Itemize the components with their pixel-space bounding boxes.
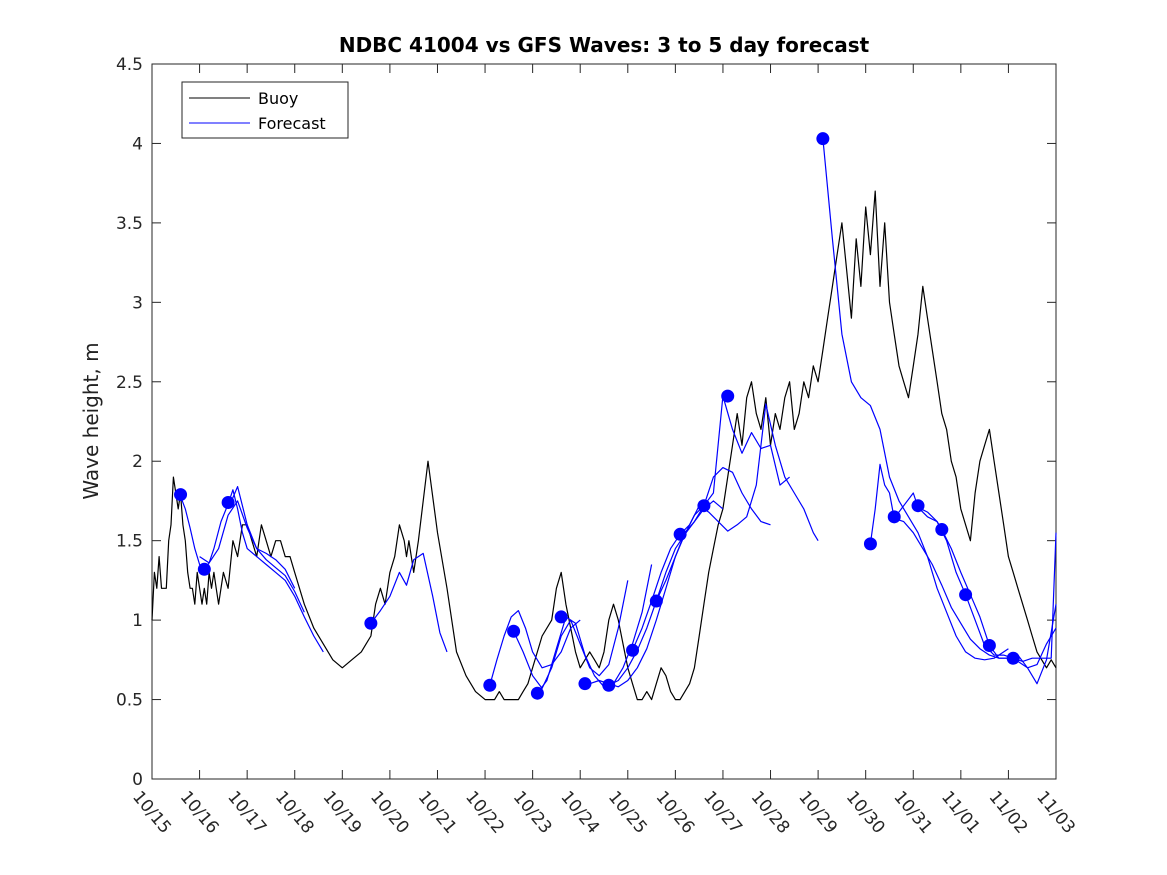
legend-buoy-label: Buoy <box>258 89 298 108</box>
x-tick-label: 10/17 <box>223 787 270 837</box>
forecast-marker <box>197 562 211 576</box>
forecast-marker <box>174 488 188 502</box>
y-tick-label: 0 <box>132 770 143 790</box>
forecast-marker <box>959 588 973 602</box>
forecast-marker <box>221 496 235 510</box>
forecast-marker <box>649 594 663 608</box>
forecast-marker <box>816 132 830 146</box>
forecast-line-2 <box>199 500 296 589</box>
x-tick-label: 10/20 <box>366 787 413 837</box>
forecast-marker <box>1006 651 1020 665</box>
x-tick-label: 10/21 <box>414 787 461 837</box>
forecast-line-10 <box>631 403 819 651</box>
x-tick-label: 10/30 <box>842 787 889 837</box>
x-tick-label: 10/18 <box>271 787 318 837</box>
forecast-marker <box>602 678 616 692</box>
forecast-line-4 <box>370 552 448 653</box>
y-tick-label: 3 <box>132 293 143 313</box>
x-tick-label: 10/19 <box>318 787 365 837</box>
y-tick-label: 1 <box>132 611 143 631</box>
y-tick-label: 4.5 <box>116 55 143 75</box>
legend-forecast-label: Forecast <box>258 114 326 133</box>
forecast-marker <box>887 510 901 524</box>
x-tick-label: 10/28 <box>747 787 794 837</box>
forecast-marker <box>721 389 735 403</box>
forecast-marker <box>554 610 568 624</box>
forecast-marker <box>982 639 996 653</box>
forecast-line-13 <box>869 463 1057 685</box>
y-tick-label: 0.5 <box>116 691 143 711</box>
y-tick-label: 2.5 <box>116 373 143 393</box>
forecast-marker <box>530 686 544 700</box>
y-axis-label: Wave height, m <box>79 342 103 499</box>
x-tick-label: 10/25 <box>604 787 651 837</box>
legend: Buoy Forecast <box>181 81 349 139</box>
buoy-line <box>151 190 1057 701</box>
x-tick-label: 10/23 <box>509 787 556 837</box>
x-tick-label: 10/27 <box>699 787 746 837</box>
y-tick-label: 2 <box>132 452 143 472</box>
plot-area: 0 0.5 1 1.5 2 2.5 3 3.5 4 4.5 10/15 10/16 10/17 10/18… <box>116 55 1079 838</box>
x-tick-label: 10/16 <box>176 787 223 837</box>
legend-box <box>181 81 349 139</box>
x-tick-label: 11/02 <box>985 787 1032 837</box>
chart-title: NDBC 41004 vs GFS Waves: 3 to 5 day fore… <box>339 33 870 57</box>
y-tick-label: 1.5 <box>116 532 143 552</box>
x-tick-label: 10/24 <box>556 787 603 837</box>
forecast-marker <box>911 499 925 513</box>
forecast-marker <box>697 499 711 513</box>
forecast-line-5 <box>489 609 581 686</box>
forecast-marker <box>863 537 877 551</box>
forecast-marker <box>364 616 378 630</box>
axes-box <box>151 63 1057 780</box>
x-tick-label: 11/03 <box>1032 787 1079 837</box>
forecast-marker <box>935 523 949 537</box>
forecast-line-3 <box>227 486 305 613</box>
y-tick-label: 3.5 <box>116 214 143 234</box>
x-tick-label: 10/22 <box>461 787 508 837</box>
forecast-marker <box>673 527 687 541</box>
x-tick-label: 10/31 <box>889 787 936 837</box>
y-tick-label: 4 <box>132 134 143 154</box>
forecast-marker <box>483 678 497 692</box>
x-tick-label: 11/01 <box>937 787 984 837</box>
x-tick-label: 10/15 <box>128 787 175 837</box>
x-tick-label: 10/26 <box>652 787 699 837</box>
forecast-line-12 <box>822 138 1009 661</box>
forecast-marker <box>578 677 592 691</box>
forecast-marker <box>626 643 640 657</box>
forecast-marker <box>507 624 521 638</box>
x-tick-label: 10/29 <box>794 787 841 837</box>
forecast-line-1 <box>179 489 324 653</box>
